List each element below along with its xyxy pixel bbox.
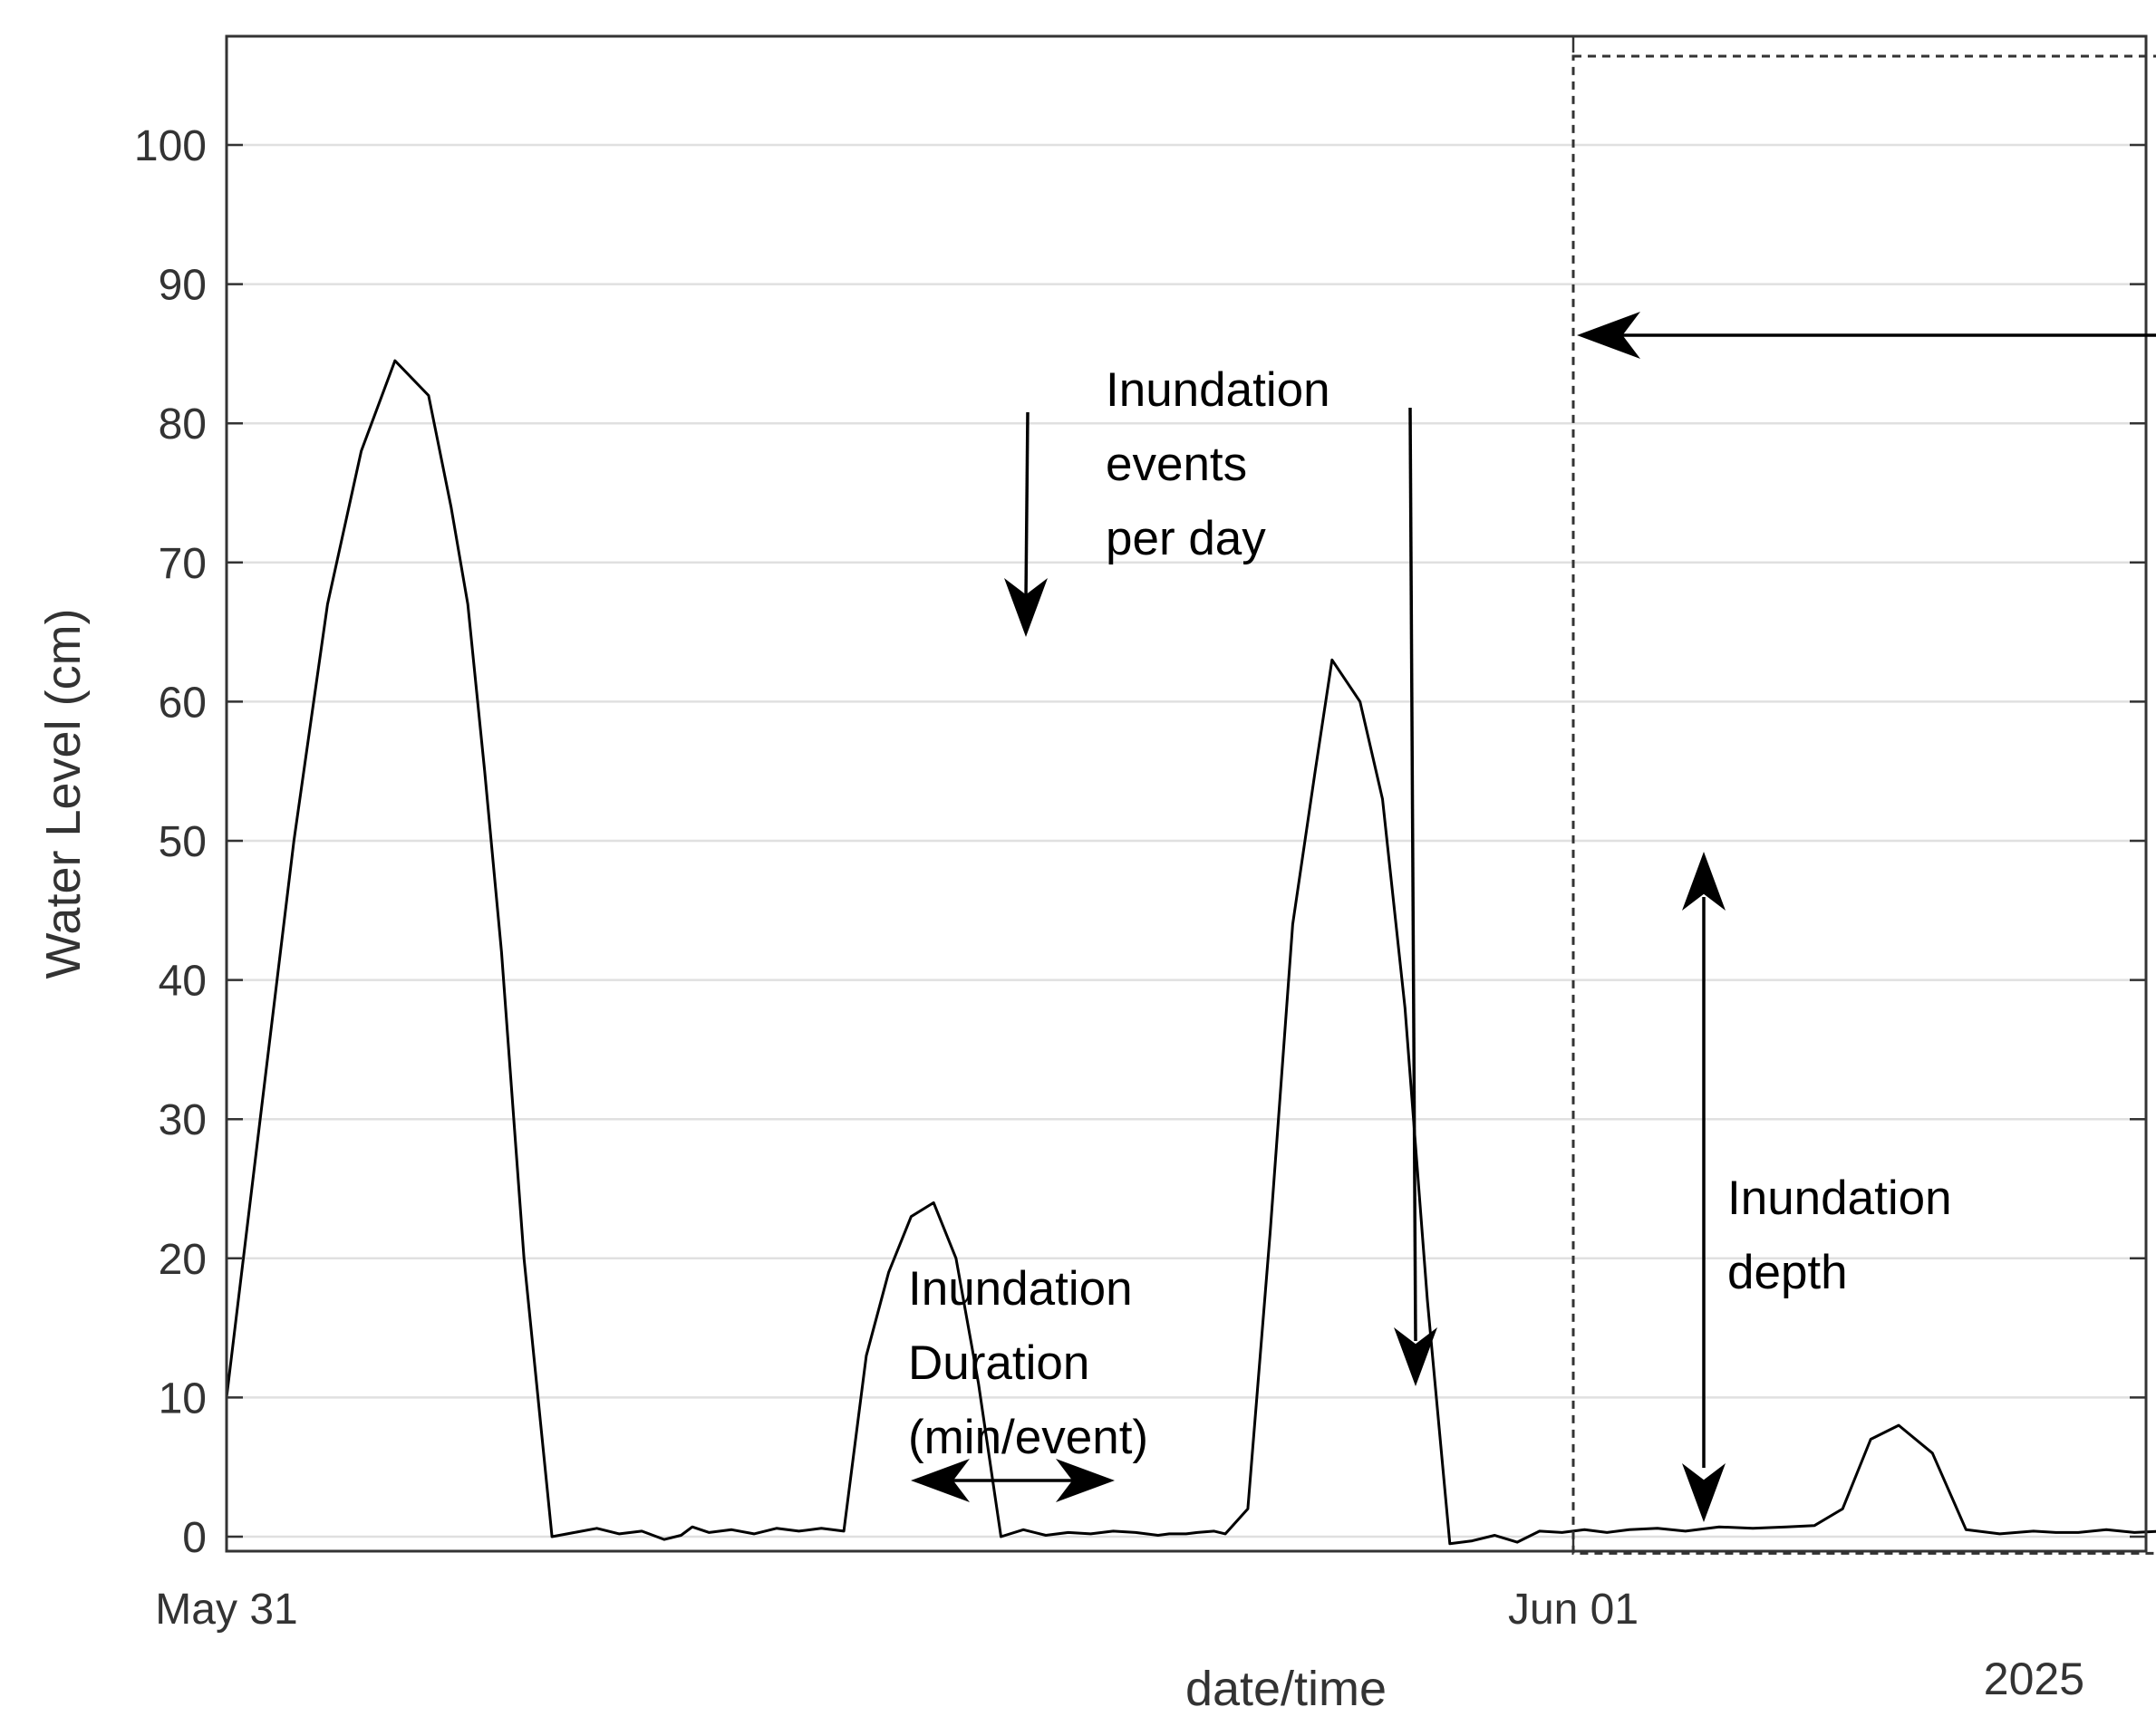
annotation-layer: Inundation events per day Inundation Dur…	[908, 54, 2156, 1555]
y-tick-label: 80	[159, 400, 207, 448]
events-label-line-1: Inundation	[1106, 363, 1330, 417]
x-tick-label: Jun 01	[1508, 1586, 1639, 1634]
y-tick-label: 90	[159, 262, 207, 310]
y-tick-label: 40	[159, 958, 207, 1006]
y-axis-label: Water Level (cm)	[36, 608, 91, 979]
depth-label-line-2: depth	[1727, 1246, 1848, 1299]
series-line	[225, 359, 2156, 1546]
depth-arrowhead-top	[1682, 852, 1726, 911]
grid-lines	[227, 143, 2146, 1538]
x-tick-label: May 31	[155, 1586, 297, 1634]
y-tick-label: 10	[159, 1374, 207, 1423]
duration-arrowhead-right	[1056, 1459, 1115, 1502]
events-label-line-2: events	[1106, 438, 1247, 491]
y-tick-label: 70	[159, 540, 207, 588]
day-window-box	[1571, 54, 2156, 1555]
duration-label-line-1: Inundation	[908, 1262, 1133, 1316]
year-label: 2025	[1984, 1654, 2084, 1704]
event-pointer-arrow-1	[1024, 411, 1030, 599]
event-pointer-arrowhead-2	[1394, 1327, 1437, 1386]
depth-label-line-1: Inundation	[1727, 1172, 1952, 1225]
duration-label-line-3: (min/event)	[908, 1411, 1148, 1464]
events-span-arrowhead-left	[1577, 312, 1640, 359]
y-tick-label: 50	[159, 818, 207, 866]
y-tick-label: 0	[182, 1514, 207, 1562]
x-axis-label: date/time	[1185, 1662, 1387, 1716]
duration-arrowhead-left	[911, 1459, 970, 1502]
duration-label-line-2: Duration	[908, 1336, 1089, 1390]
depth-arrowhead-bottom	[1682, 1463, 1726, 1522]
y-axis: 0 10 20 30 40 50 60 70 80 90 100	[134, 122, 2146, 1562]
plot-frame	[225, 34, 2148, 1553]
event-pointer-arrow-2	[1408, 407, 1417, 1342]
events-label-line-3: per day	[1106, 512, 1266, 565]
y-tick-label: 100	[134, 122, 207, 170]
y-tick-label: 60	[159, 679, 207, 727]
y-tick-label: 30	[159, 1096, 207, 1144]
event-pointer-arrowhead-1	[1004, 578, 1048, 637]
series-layer	[225, 359, 2156, 1546]
y-tick-label: 20	[159, 1236, 207, 1284]
